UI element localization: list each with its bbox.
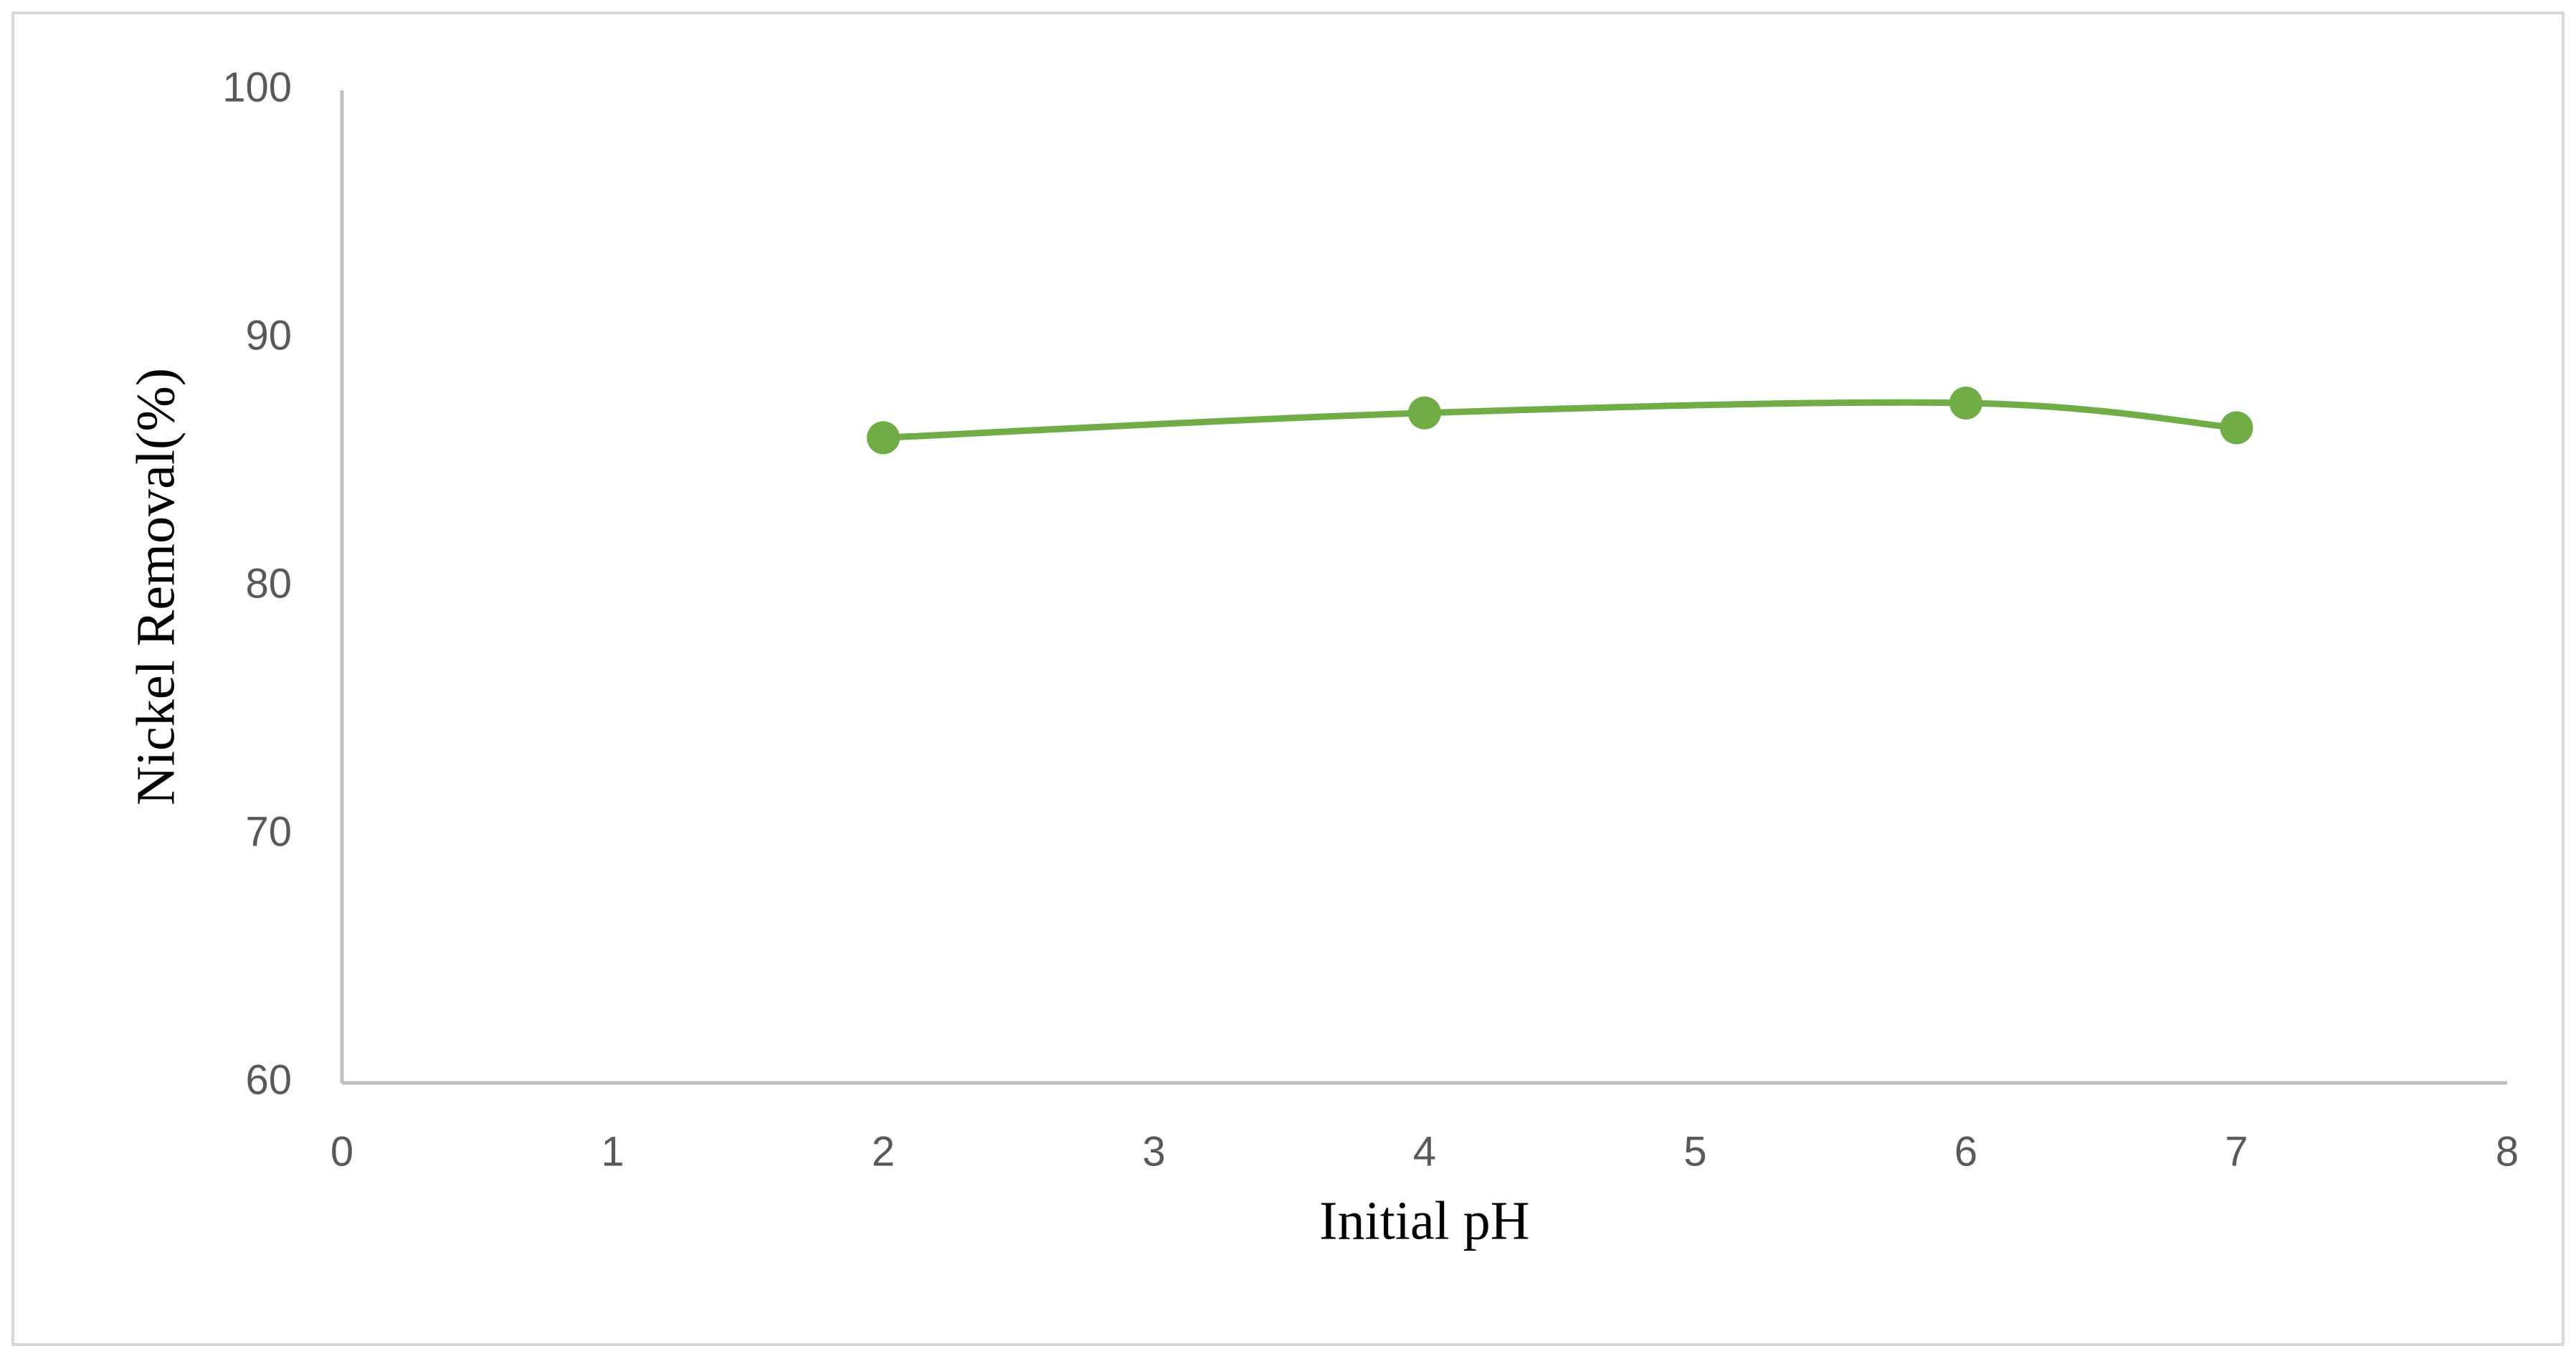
y-axis-title: Nickel Removal(%) xyxy=(125,368,186,805)
x-axis-title: Initial pH xyxy=(1319,1190,1529,1251)
chart-border xyxy=(11,11,2565,1346)
x-tick-label: 0 xyxy=(331,1128,353,1175)
x-tick-label: 3 xyxy=(1142,1128,1165,1175)
y-tick-label: 90 xyxy=(245,312,292,359)
x-tick-label: 2 xyxy=(872,1128,895,1175)
point xyxy=(1408,396,1441,430)
x-tick-label: 6 xyxy=(1954,1128,1977,1175)
x-tick-label: 1 xyxy=(601,1128,624,1175)
point xyxy=(1949,386,1982,420)
y-tick-label: 60 xyxy=(245,1056,292,1103)
y-tick-label: 70 xyxy=(245,808,292,855)
point xyxy=(2220,411,2253,445)
x-tick-label: 4 xyxy=(1413,1128,1436,1175)
series-line xyxy=(883,399,2237,441)
y-tick-label: 80 xyxy=(245,560,292,607)
x-tick-label: 7 xyxy=(2225,1128,2248,1175)
x-tick-label: 5 xyxy=(1683,1128,1706,1175)
y-tick-label: 100 xyxy=(222,64,292,110)
x-tick-label: 8 xyxy=(2496,1128,2519,1175)
point xyxy=(867,421,900,455)
